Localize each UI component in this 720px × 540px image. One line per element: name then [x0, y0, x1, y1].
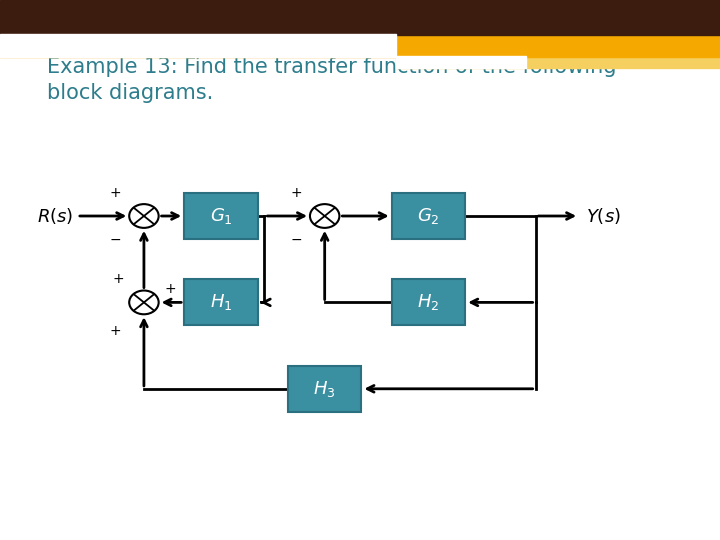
Text: $H_1$: $H_1$: [210, 292, 232, 313]
Text: $Y(s)$: $Y(s)$: [586, 206, 621, 226]
Text: $G_2$: $G_2$: [417, 206, 440, 226]
FancyBboxPatch shape: [184, 193, 258, 239]
Text: block diagrams.: block diagrams.: [47, 83, 213, 103]
Text: +: +: [290, 186, 302, 200]
Text: $H_3$: $H_3$: [313, 379, 336, 399]
Text: $-$: $-$: [109, 232, 121, 246]
FancyBboxPatch shape: [392, 280, 465, 325]
Text: $H_2$: $H_2$: [418, 292, 440, 313]
Text: +: +: [109, 324, 121, 338]
Text: Example 13: Find the transfer function of the following: Example 13: Find the transfer function o…: [47, 57, 616, 77]
FancyBboxPatch shape: [184, 280, 258, 325]
FancyBboxPatch shape: [392, 193, 465, 239]
Text: +: +: [112, 272, 124, 286]
Text: +: +: [109, 186, 121, 200]
Text: $-$: $-$: [289, 232, 302, 246]
Text: $G_1$: $G_1$: [210, 206, 233, 226]
Text: +: +: [164, 282, 176, 296]
FancyBboxPatch shape: [288, 366, 361, 411]
Text: $R(s)$: $R(s)$: [37, 206, 73, 226]
